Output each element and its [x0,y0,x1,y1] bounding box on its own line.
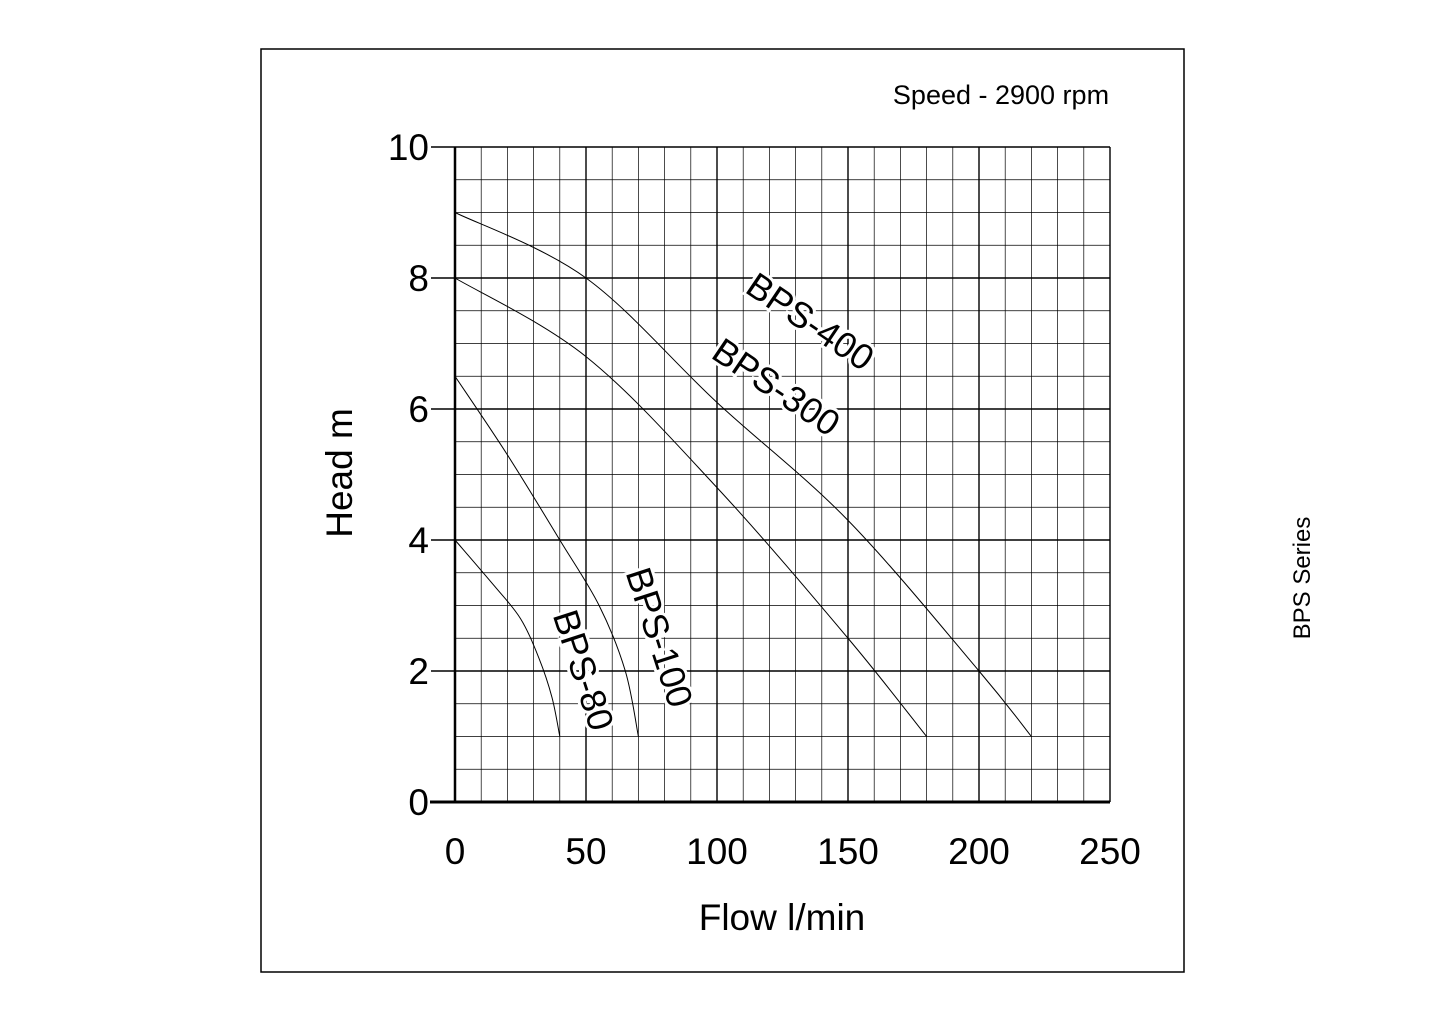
y-tick-label: 6 [408,389,429,430]
chart-border [260,48,1185,973]
x-tick-label: 100 [686,831,748,872]
x-tick-labels: 0 50 100 150 200 250 [445,831,1141,872]
x-tick-label: 200 [948,831,1010,872]
curve-bps-80 [454,539,561,737]
pump-curves [454,212,1032,737]
x-tick-label: 250 [1079,831,1141,872]
y-axis-label: Head m [319,408,360,538]
curve-bps-300 [454,277,927,737]
series-side-label: BPS Series [1289,516,1316,640]
y-tick-label: 2 [408,651,429,692]
x-tick-label: 0 [445,831,466,872]
x-axis-label: Flow l/min [699,897,866,938]
speed-note: Speed - 2900 rpm [893,80,1109,110]
axes [430,146,1110,804]
y-tick-label: 10 [388,127,429,168]
major-grid [455,146,1111,802]
curve-bps-400 [454,212,1032,737]
x-tick-label: 50 [565,831,606,872]
x-tick-label: 150 [817,831,879,872]
curve-bps-100 [454,375,639,737]
y-tick-label: 8 [408,258,429,299]
y-tick-label: 0 [408,782,429,823]
minor-grid [455,147,1110,802]
y-tick-labels: 0 2 4 6 8 10 [388,127,429,823]
y-tick-label: 4 [408,520,429,561]
